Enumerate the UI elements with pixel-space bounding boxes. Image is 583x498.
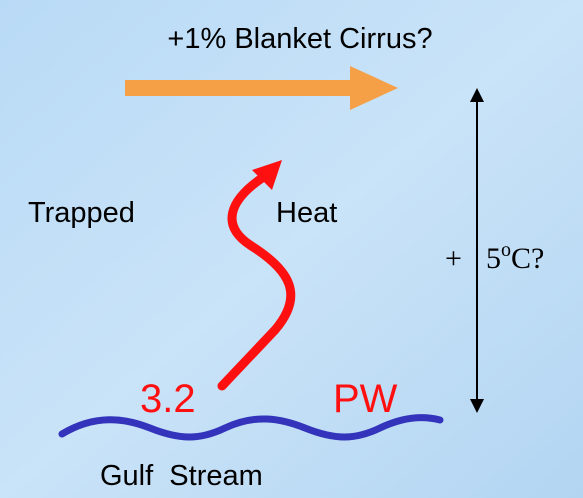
amount-label: 3.2: [140, 377, 196, 421]
unit-label: PW: [333, 377, 398, 421]
heat-label: Heat: [276, 197, 337, 229]
trapped-label: Trapped: [28, 197, 135, 229]
title: +1% Blanket Cirrus?: [167, 23, 432, 55]
temp-sign: +: [445, 242, 462, 275]
heat-arrow: [217, 160, 296, 391]
temp-unit: C?: [511, 242, 544, 275]
gulf-stream-wave: [58, 414, 444, 441]
cirrus-arrow: [125, 66, 398, 110]
temp-value: 5: [486, 242, 501, 275]
temp-label: 5oC?: [486, 239, 544, 275]
source-label: Gulf Stream: [100, 460, 263, 492]
temp-degree: o: [501, 239, 511, 261]
